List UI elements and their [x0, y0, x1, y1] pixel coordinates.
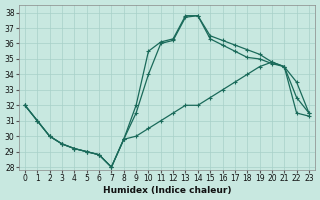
X-axis label: Humidex (Indice chaleur): Humidex (Indice chaleur)	[103, 186, 231, 195]
